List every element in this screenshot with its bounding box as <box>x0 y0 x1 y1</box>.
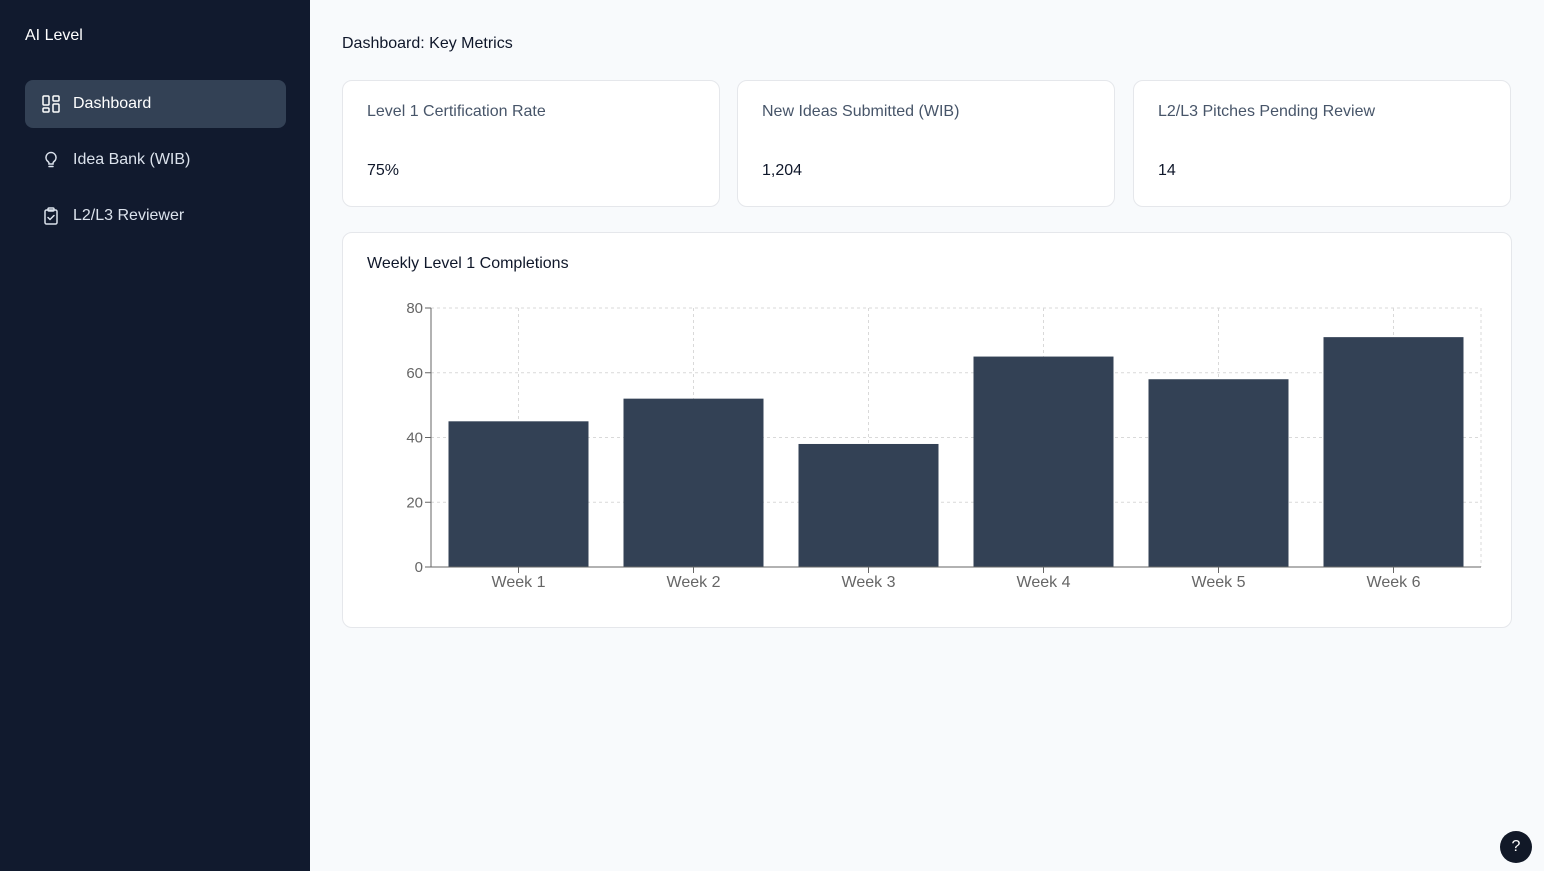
kpi-label: Level 1 Certification Rate <box>367 103 546 120</box>
x-tick-label: Week 6 <box>1367 574 1421 591</box>
kpi-card-new-ideas: New Ideas Submitted (WIB) 1,204 <box>737 80 1115 207</box>
chart-card: Weekly Level 1 Completions 0 20 40 60 80 Week… <box>342 232 1512 628</box>
y-tick-label: 40 <box>406 430 423 447</box>
x-tick-label: Week 1 <box>492 574 546 591</box>
kpi-value: 75% <box>367 162 400 179</box>
bar-week-5 <box>1148 379 1289 567</box>
bar-week-6 <box>1323 337 1464 567</box>
x-tick-label: Week 2 <box>667 574 721 591</box>
x-tick-label: Week 5 <box>1192 574 1246 591</box>
x-tick-label: Week 4 <box>1017 574 1071 591</box>
sidebar-item-label: L2/L3 Reviewer <box>73 207 185 224</box>
sidebar: AI Level Dashboard <box>0 0 310 871</box>
kpi-card-certification-rate: Level 1 Certification Rate 75% <box>342 80 720 207</box>
y-tick-label: 0 <box>415 559 423 576</box>
sidebar-nav: Dashboard Idea Bank (WIB) <box>25 80 286 248</box>
sidebar-item-idea-bank[interactable]: Idea Bank (WIB) <box>25 136 286 184</box>
y-tick-label: 60 <box>406 365 423 382</box>
chart-title: Weekly Level 1 Completions <box>367 255 569 272</box>
app-brand: AI Level <box>25 27 83 44</box>
x-tick-label: Week 3 <box>842 574 896 591</box>
clipboard-check-icon <box>41 206 61 226</box>
main-content: Dashboard: Key Metrics Level 1 Certifica… <box>310 0 1544 871</box>
y-tick-label: 80 <box>406 300 423 317</box>
lightbulb-icon <box>41 150 61 170</box>
kpi-card-pending-review: L2/L3 Pitches Pending Review 14 <box>1133 80 1511 207</box>
bar-chart: 0 20 40 60 80 Week 1 Week 2 Week 3 Week 4 Week 5 W… <box>406 300 1482 591</box>
page-title: Dashboard: Key Metrics <box>342 35 513 52</box>
sidebar-item-label: Idea Bank (WIB) <box>73 151 191 168</box>
kpi-value: 1,204 <box>762 162 803 179</box>
sidebar-item-label: Dashboard <box>73 95 152 112</box>
y-tick-label: 20 <box>406 494 423 511</box>
sidebar-item-dashboard[interactable]: Dashboard <box>25 80 286 128</box>
bar-week-1 <box>448 421 589 567</box>
help-button[interactable]: ? <box>1500 831 1532 863</box>
dashboard-grid-icon <box>41 94 61 114</box>
bar-week-2 <box>623 398 764 567</box>
kpi-label: New Ideas Submitted (WIB) <box>762 103 960 120</box>
kpi-value: 14 <box>1158 162 1176 179</box>
bar-week-3 <box>798 443 939 567</box>
sidebar-item-reviewer[interactable]: L2/L3 Reviewer <box>25 192 286 240</box>
kpi-label: L2/L3 Pitches Pending Review <box>1158 103 1376 120</box>
bar-week-4 <box>973 356 1114 567</box>
